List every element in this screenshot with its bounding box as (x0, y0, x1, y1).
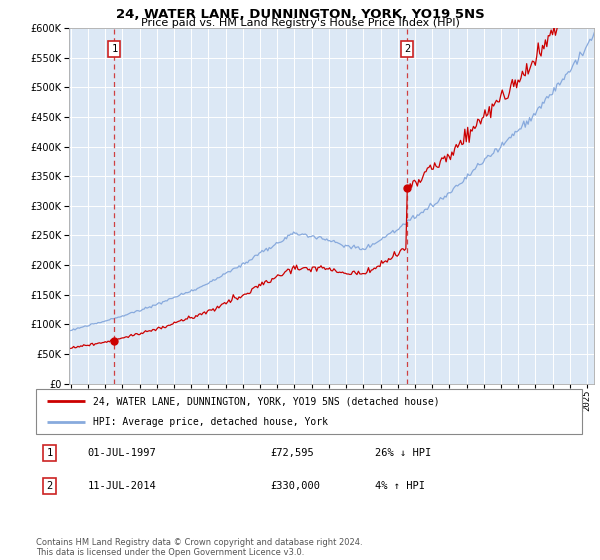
Text: Contains HM Land Registry data © Crown copyright and database right 2024.
This d: Contains HM Land Registry data © Crown c… (36, 538, 362, 557)
FancyBboxPatch shape (36, 389, 582, 434)
Text: 24, WATER LANE, DUNNINGTON, YORK, YO19 5NS (detached house): 24, WATER LANE, DUNNINGTON, YORK, YO19 5… (94, 396, 440, 407)
Text: 01-JUL-1997: 01-JUL-1997 (88, 449, 157, 458)
Text: HPI: Average price, detached house, York: HPI: Average price, detached house, York (94, 417, 328, 427)
Text: £72,595: £72,595 (271, 449, 314, 458)
Text: 1: 1 (47, 449, 53, 458)
Text: Price paid vs. HM Land Registry's House Price Index (HPI): Price paid vs. HM Land Registry's House … (140, 18, 460, 29)
Text: 1: 1 (112, 44, 118, 54)
Text: £330,000: £330,000 (271, 481, 321, 491)
Text: 24, WATER LANE, DUNNINGTON, YORK, YO19 5NS: 24, WATER LANE, DUNNINGTON, YORK, YO19 5… (116, 8, 484, 21)
Text: 26% ↓ HPI: 26% ↓ HPI (374, 449, 431, 458)
Text: 2: 2 (47, 481, 53, 491)
Text: 2: 2 (404, 44, 410, 54)
Text: 4% ↑ HPI: 4% ↑ HPI (374, 481, 425, 491)
Text: 11-JUL-2014: 11-JUL-2014 (88, 481, 157, 491)
